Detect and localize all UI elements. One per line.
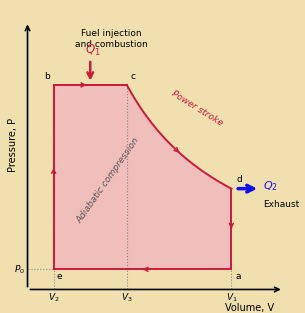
Text: Exhaust: Exhaust bbox=[263, 200, 299, 209]
Text: Pressure, P: Pressure, P bbox=[8, 118, 18, 172]
Text: $Q_2$: $Q_2$ bbox=[263, 179, 278, 193]
Text: b: b bbox=[44, 72, 50, 81]
Text: $V_3$: $V_3$ bbox=[121, 292, 133, 305]
Polygon shape bbox=[54, 85, 231, 269]
Text: Volume, V: Volume, V bbox=[225, 303, 274, 313]
Text: $Q_1$: $Q_1$ bbox=[85, 43, 101, 58]
Text: a: a bbox=[235, 272, 241, 281]
Text: $V_2$: $V_2$ bbox=[48, 292, 59, 305]
Text: $P_0$: $P_0$ bbox=[14, 263, 25, 275]
Text: e: e bbox=[56, 272, 62, 281]
Text: Power stroke: Power stroke bbox=[170, 89, 224, 127]
Text: d: d bbox=[237, 175, 242, 184]
Text: $V_1$: $V_1$ bbox=[225, 292, 237, 305]
Text: Fuel injection
and combustion: Fuel injection and combustion bbox=[75, 29, 148, 49]
Text: c: c bbox=[131, 72, 136, 81]
Text: Adiabatic compression: Adiabatic compression bbox=[75, 136, 142, 224]
